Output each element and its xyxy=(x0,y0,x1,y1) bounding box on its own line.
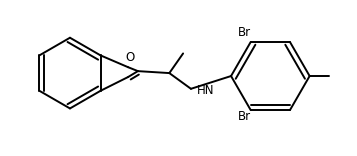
Text: Br: Br xyxy=(238,26,251,39)
Text: O: O xyxy=(125,51,135,64)
Text: HN: HN xyxy=(197,84,214,97)
Text: Br: Br xyxy=(238,110,251,123)
